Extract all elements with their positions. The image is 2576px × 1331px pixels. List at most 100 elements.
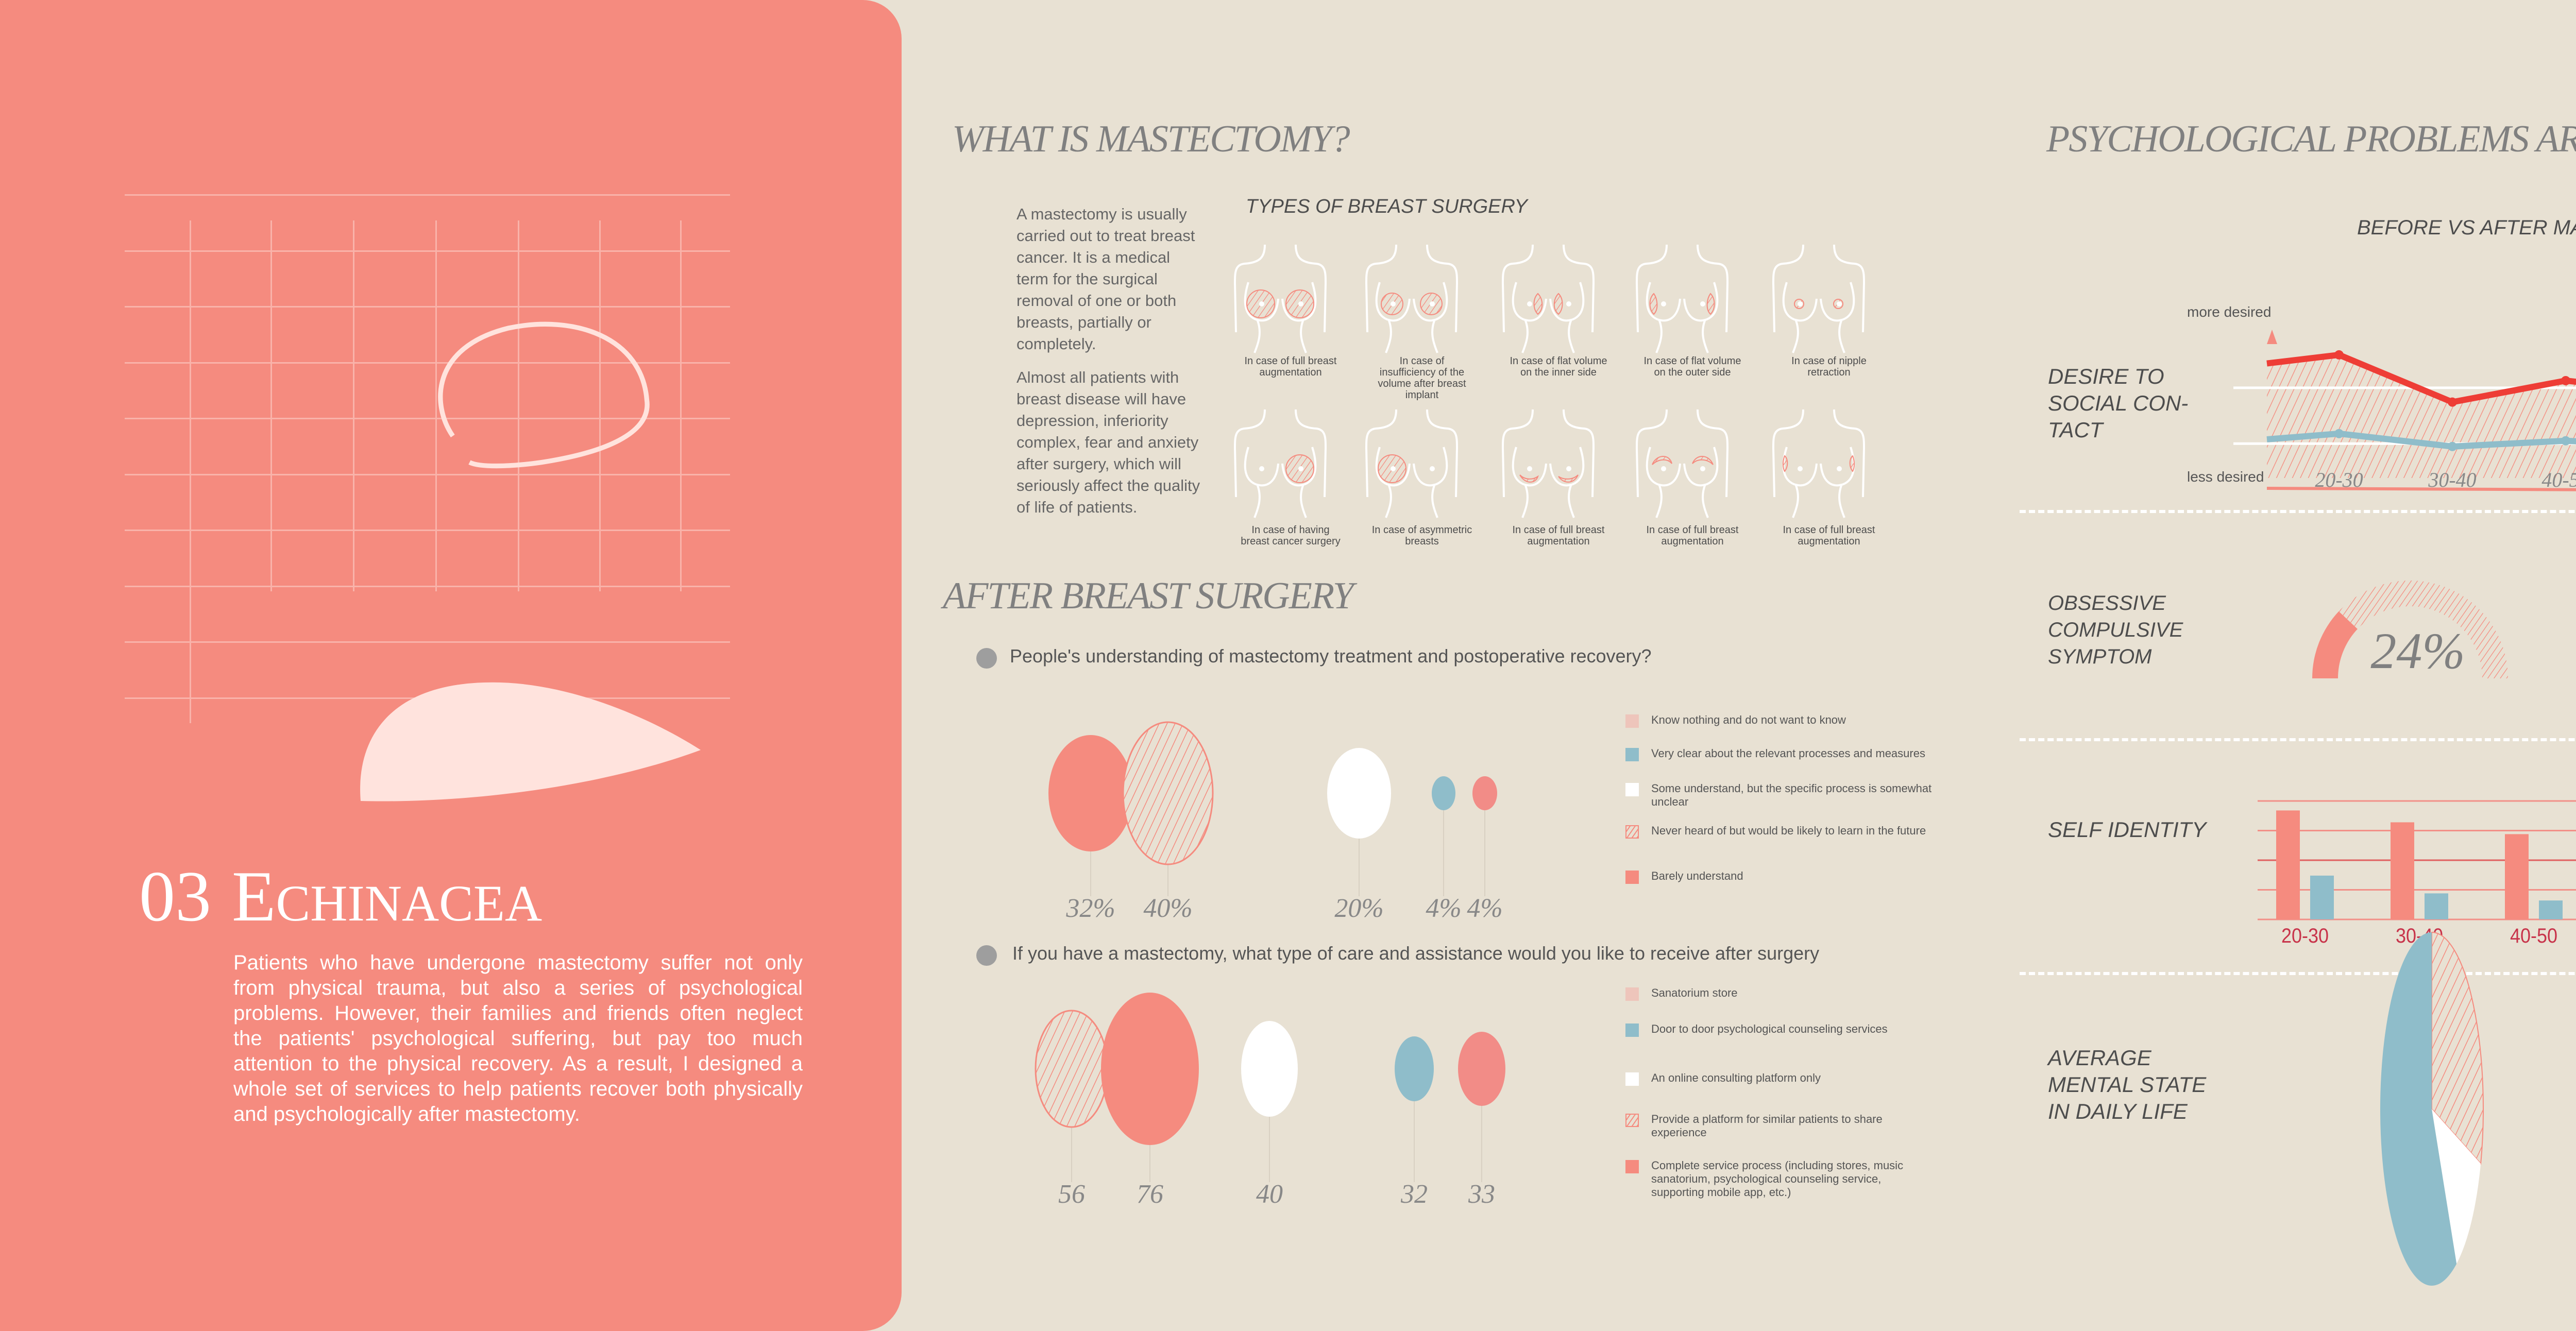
grid-line [125,530,730,531]
row-label-identity: SELF IDENTITY [2048,817,2207,842]
grid-line [125,641,730,643]
legend-swatch [1625,1114,1639,1127]
project-title-rest: CHINACEA [276,875,543,932]
bubble-4 [1395,1036,1434,1101]
surgery-type-caption: In case of full breast augmentation [1783,524,1875,547]
surgery-type-caption: In case of flat volume on the outer side [1643,355,1741,378]
grid-line [599,220,601,591]
legend-label: Know nothing and do not want to know [1651,713,1846,726]
x-tick-label: 30-40 [2428,468,2476,491]
legend-swatch [1625,871,1639,884]
grid-line [353,220,354,591]
surgery-type-caption: In case of nipple retraction [1791,355,1867,378]
legend-item: Know nothing and do not want to know [1625,713,1935,728]
torso-illustration [1635,244,1729,353]
bubble-5 [1472,776,1497,810]
surgery-type-caption: In case of full breast augmentation [1646,524,1739,547]
legend-swatch [1625,1072,1639,1086]
bar-category-label: 40-50 [2510,925,2557,947]
grid-line [680,220,682,591]
bubble-value-label: 32% [1065,894,1115,923]
section-heading-after-surgery: AFTER BREAST SURGERY [943,575,1354,617]
legend-item: Provide a platform for similar patients … [1625,1113,1935,1139]
row-label-social: DESIRE TO SOCIAL CON- TACT [2048,364,2189,442]
bubble-value-label: 56 [1058,1180,1085,1209]
legend-label: Provide a platform for similar patients … [1651,1113,1883,1139]
x-axis [2266,487,2576,491]
surgery-type-caption: In case of full breast augmentation [1512,524,1605,547]
bar-after [2539,900,2563,919]
project-title-initial: E [232,857,276,936]
legend-label: Never heard of but would be likely to le… [1651,824,1926,837]
grid-line [270,220,272,591]
torso-illustration [1365,244,1459,353]
bubble-value-label: 40% [1143,894,1192,923]
gauge-value-label: 24% [2370,622,2465,679]
section-divider [2020,738,2576,741]
bubble-3 [1241,1021,1298,1117]
pie-slice-depressed [2432,1109,2481,1264]
section-heading-psych: PSYCHOLOGICAL PROBLEMS ARE SERIOUS [2046,118,2576,160]
bar-after [2310,875,2334,919]
torso-illustration [1501,244,1595,353]
pie-slice-other [2380,932,2457,1286]
bar-before [2505,834,2529,919]
bubble-4 [1432,776,1455,810]
point-after [2448,441,2457,451]
gauge-remainder [2338,581,2508,678]
social-area [2267,354,2576,478]
section-divider [2020,972,2576,975]
grid-line [125,473,730,475]
bubble-2 [1101,993,1199,1145]
gauge-fill [2312,611,2358,678]
legend-swatch [1625,783,1639,796]
question-understanding: People's understanding of mastectomy tre… [1010,645,1652,667]
grid-line [518,220,519,591]
legend-item: An online consulting platform only [1625,1071,1935,1086]
surgery-type-caption: In case of flat volume on the inner side [1510,355,1607,378]
legend-item: Some understand, but the specific proces… [1625,782,1935,809]
types-heading: TYPES OF BREAST SURGERY [1246,196,1528,217]
before-after-subheading: BEFORE VS AFTER MASTECTOMY [2357,216,2576,239]
x-tick-label: 40-50 [2541,468,2576,491]
project-title: 03 ECHINACEA [139,855,542,938]
grid-line [125,585,730,587]
legend-swatch [1625,714,1639,728]
mastectomy-description: A mastectomy is usually carried out to t… [1016,205,1195,353]
torso-illustration [1772,409,1866,518]
bubble-value-label: 40 [1256,1180,1283,1209]
legend-item: Complete service process (including stor… [1625,1159,1935,1199]
bar-category-label: 20-30 [2281,925,2329,947]
y-axis-arrow-icon [2267,330,2277,344]
bubble-value-label: 33 [1468,1180,1495,1209]
torso-illustration [1772,244,1866,353]
legend-swatch [1625,987,1639,1001]
legend-label: An online consulting platform only [1651,1071,1821,1084]
legend-label: Some understand, but the specific proces… [1651,782,1932,808]
legend-label: Door to door psychological counseling se… [1651,1022,1888,1035]
section-divider [2020,510,2576,513]
row-label-mental: AVERAGE MENTAL STATE IN DAILY LIFE [2048,1046,2207,1123]
bubble-5 [1458,1032,1505,1106]
bubble-value-label: 20% [1334,894,1383,923]
point-before [2448,397,2457,407]
project-intro: Patients who have undergone mastectomy s… [233,951,803,1125]
row-label-ocd: OBSESSIVE COMPULSIVE SYMPTOM [2048,592,2183,668]
bar-before [2276,810,2300,919]
bar-before [2391,822,2414,919]
bubble-value-label: 32 [1400,1180,1428,1209]
point-before [2561,376,2570,385]
legend-item: Barely understand [1625,869,1935,884]
point-after [2334,429,2344,438]
legend-swatch [1625,1160,1639,1173]
torso-illustration [1501,409,1595,518]
cover-panel: 03 ECHINACEA Patients who have undergone … [0,0,902,1331]
question-bullet-icon [976,945,997,966]
question-bullet-icon [976,648,997,669]
legend-swatch [1625,1023,1639,1037]
legend-swatch [1625,748,1639,761]
bubble-value-label: 4% [1467,894,1502,923]
legend-label: Sanatorium store [1651,986,1738,999]
surgery-type-caption: In case of full breast augmentation [1244,355,1337,378]
